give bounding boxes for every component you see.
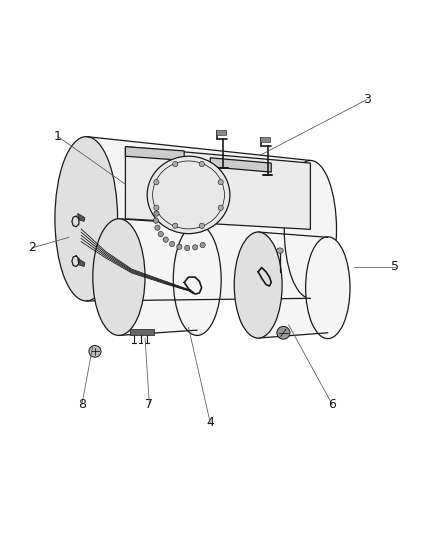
Polygon shape xyxy=(78,259,85,266)
Ellipse shape xyxy=(218,180,223,185)
Ellipse shape xyxy=(277,248,283,253)
Ellipse shape xyxy=(199,161,205,167)
Ellipse shape xyxy=(173,224,221,335)
Polygon shape xyxy=(210,158,271,172)
Text: 3: 3 xyxy=(363,93,371,106)
Ellipse shape xyxy=(200,243,205,248)
Text: 8: 8 xyxy=(78,398,86,411)
Ellipse shape xyxy=(154,180,159,185)
Ellipse shape xyxy=(89,345,101,357)
Text: 7: 7 xyxy=(145,398,153,411)
Ellipse shape xyxy=(173,161,178,167)
Polygon shape xyxy=(130,329,154,335)
Polygon shape xyxy=(78,214,85,221)
Polygon shape xyxy=(119,219,197,335)
Ellipse shape xyxy=(158,231,163,237)
Ellipse shape xyxy=(154,211,159,216)
Ellipse shape xyxy=(193,245,198,250)
Ellipse shape xyxy=(306,237,350,338)
Polygon shape xyxy=(215,130,226,135)
Polygon shape xyxy=(86,136,311,301)
Ellipse shape xyxy=(234,232,282,338)
Polygon shape xyxy=(125,147,184,160)
Ellipse shape xyxy=(284,160,336,298)
Ellipse shape xyxy=(277,326,290,339)
Ellipse shape xyxy=(177,244,182,249)
Ellipse shape xyxy=(93,219,145,335)
Ellipse shape xyxy=(163,237,168,243)
Ellipse shape xyxy=(184,245,190,251)
Ellipse shape xyxy=(173,223,178,229)
Text: 4: 4 xyxy=(206,416,214,430)
Text: 2: 2 xyxy=(28,241,36,254)
Polygon shape xyxy=(125,147,311,229)
Ellipse shape xyxy=(55,136,117,301)
Ellipse shape xyxy=(147,156,230,233)
Polygon shape xyxy=(260,137,270,142)
Ellipse shape xyxy=(170,241,175,247)
Ellipse shape xyxy=(153,218,159,223)
Text: 1: 1 xyxy=(54,130,62,143)
Ellipse shape xyxy=(199,223,205,229)
Text: 5: 5 xyxy=(391,260,399,273)
Ellipse shape xyxy=(155,225,160,230)
Ellipse shape xyxy=(154,205,159,211)
Ellipse shape xyxy=(218,205,223,211)
Text: 6: 6 xyxy=(328,398,336,411)
Polygon shape xyxy=(258,232,328,338)
